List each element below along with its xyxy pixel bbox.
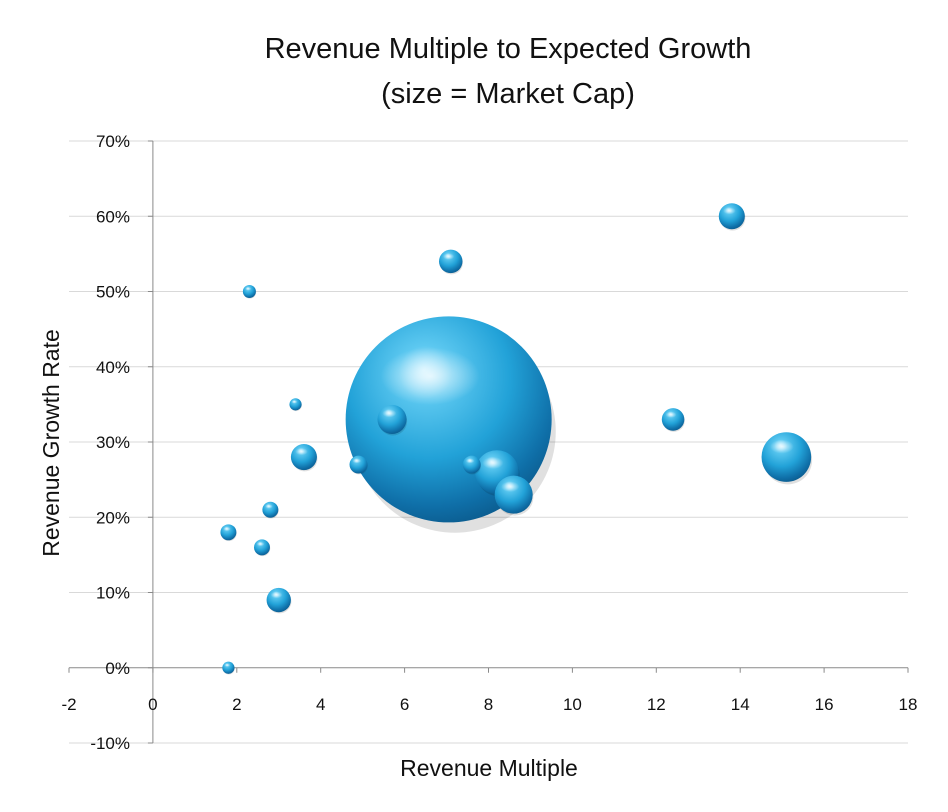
bubble-body [349,455,368,474]
bubble-body [439,249,463,274]
bubble-highlight [769,439,794,454]
bubble-highlight [482,456,504,470]
x-tick-label: 18 [899,695,918,714]
bubble-body [253,539,270,556]
bubble-body [661,408,685,431]
y-tick-label: 50% [96,283,130,302]
x-tick-label: 12 [647,695,666,714]
x-tick-label: 4 [316,695,325,714]
bubble-highlight [224,663,231,667]
bubble [462,455,481,475]
bubble [661,408,685,432]
y-tick-label: 70% [96,132,130,151]
bubble-body [377,404,407,434]
bubble-body [290,444,317,471]
bubble-highlight [265,504,273,509]
bubble-body [262,501,279,518]
bubble-highlight [245,286,252,291]
y-tick-label: 10% [96,584,130,603]
y-tick-label: 20% [96,508,130,527]
bubble-highlight [256,541,265,547]
y-tick-label: 30% [96,433,130,452]
bubble [349,455,368,475]
x-tick-label: 2 [232,695,241,714]
bubble-body [462,455,481,474]
bubble [439,249,463,275]
chart-subtitle: (size = Market Cap) [381,78,635,110]
bubbles [220,203,813,675]
bubble-body [220,524,237,541]
tick-labels: -10% 0% 10% 20% 30% 40% 50% 60% 70% -2 0 2 4 6 8 10 12 14… [61,132,917,753]
bubble-body [266,587,291,613]
bubble-highlight [291,400,298,404]
bubble-body [289,398,302,411]
x-tick-label: 8 [484,695,493,714]
bubble-body [718,203,745,230]
x-tick-label: 14 [731,695,750,714]
axes [68,140,909,744]
x-tick-label: 6 [400,695,409,714]
bubble [262,501,279,519]
bubble-body [494,475,533,514]
bubble-highlight [270,591,283,599]
y-tick-label: 0% [105,659,130,678]
bubble [253,539,271,557]
bubble-highlight [723,207,736,215]
bubble [222,661,235,675]
x-tick-label: 16 [815,695,834,714]
bubble-highlight [295,447,308,456]
y-tick-label: 40% [96,358,130,377]
y-tick-label: 60% [96,207,130,226]
bubble-highlight [501,481,520,493]
bubble [242,284,257,299]
y-axis-title: Revenue Growth Rate [38,329,64,557]
bubble [761,432,813,485]
bubble-highlight [465,458,475,464]
x-axis-title: Revenue Multiple [400,755,578,781]
bubble-highlight [380,347,480,406]
x-tick-label: -2 [61,695,76,714]
bubble [266,587,292,614]
bubble-highlight [352,458,362,464]
x-tick-label: 0 [148,695,157,714]
bubble [220,524,237,542]
bubble [718,203,746,231]
bubble-highlight [382,409,397,418]
y-tick-label: -10% [90,734,130,753]
bubble [377,404,408,436]
bubble-body [242,284,256,299]
bubble [494,475,534,516]
bubble [290,444,318,472]
bubble-body [761,432,812,482]
bubble-body [222,661,235,674]
bubble [289,398,302,412]
bubble-highlight [665,411,677,418]
bubble-highlight [223,526,231,532]
x-tick-label: 10 [563,695,582,714]
bubble-highlight [442,253,455,260]
chart-title: Revenue Multiple to Expected Growth [265,33,752,65]
